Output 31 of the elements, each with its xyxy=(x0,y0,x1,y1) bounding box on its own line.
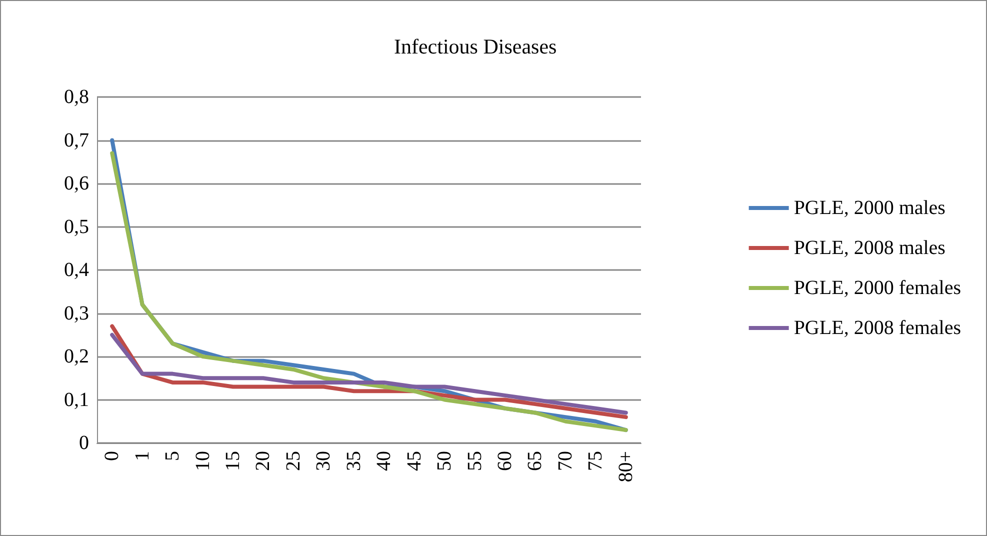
x-tick-label: 75 xyxy=(584,451,607,471)
x-tick-label: 0 xyxy=(101,451,124,461)
x-tick-label: 80+ xyxy=(614,451,637,482)
x-tick-label: 15 xyxy=(222,451,244,471)
x-tick-label: 70 xyxy=(554,451,576,471)
y-tick-label: 0,6 xyxy=(64,172,89,194)
y-tick-label: 0,8 xyxy=(64,86,89,108)
x-tick-label: 10 xyxy=(192,451,214,471)
legend-label: PGLE, 2000 males xyxy=(794,197,946,219)
x-tick-label: 30 xyxy=(312,451,335,471)
chart-title: Infectious Diseases xyxy=(394,34,557,58)
y-tick-label: 0,2 xyxy=(64,346,89,368)
x-tick-label: 25 xyxy=(282,451,304,471)
x-tick-label: 45 xyxy=(403,451,426,471)
x-tick-label: 60 xyxy=(494,451,516,471)
legend-label: PGLE, 2008 females xyxy=(794,317,962,339)
x-tick-label: 5 xyxy=(162,451,184,461)
x-tick-label: 40 xyxy=(373,451,396,471)
legend-label: PGLE, 2000 females xyxy=(794,277,962,299)
y-tick-label: 0,7 xyxy=(64,129,89,152)
x-tick-label: 65 xyxy=(524,451,546,471)
legend-label: PGLE, 2008 males xyxy=(794,237,946,259)
y-tick-label: 0,1 xyxy=(64,388,89,411)
x-tick-label: 35 xyxy=(342,451,365,471)
x-tick-label: 1 xyxy=(131,451,154,461)
y-tick-label: 0,3 xyxy=(64,302,89,324)
x-tick-label: 50 xyxy=(434,451,456,471)
x-tick-label: 55 xyxy=(464,451,486,471)
y-tick-label: 0,5 xyxy=(64,216,89,238)
x-tick-label: 20 xyxy=(252,451,274,471)
y-tick-label: 0,4 xyxy=(64,259,89,281)
